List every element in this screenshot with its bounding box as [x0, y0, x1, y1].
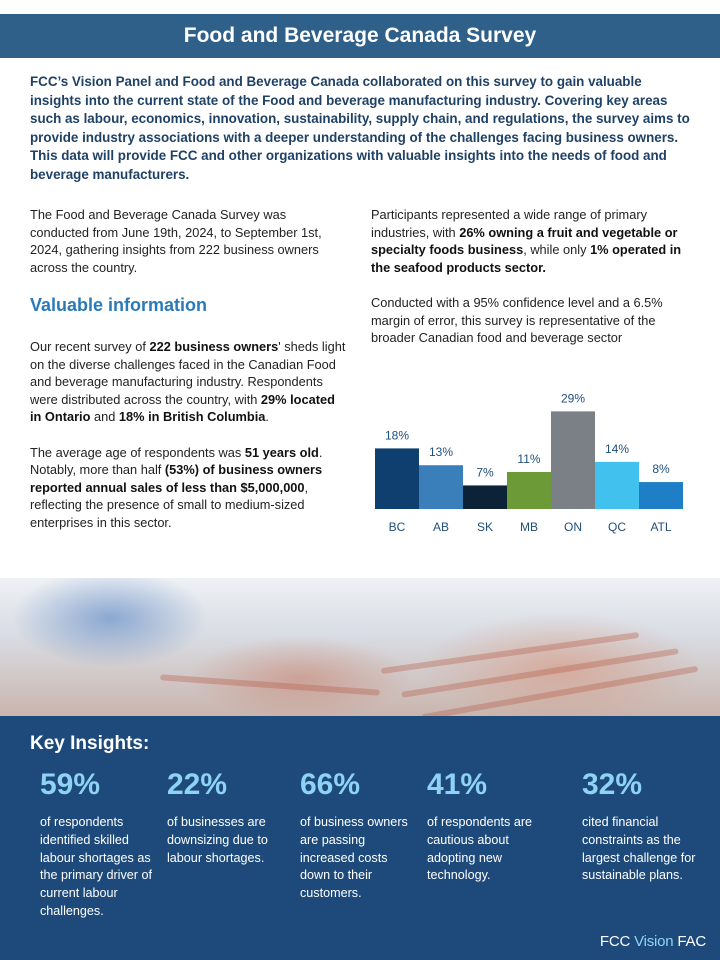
category-label: MB [520, 520, 538, 534]
insight-description: cited financial constraints as the large… [582, 815, 696, 883]
insight-item: 32% cited financial constraints as the l… [582, 768, 698, 885]
category-label: SK [477, 520, 493, 534]
bar-value-label: 14% [605, 442, 629, 456]
bar-sk [463, 485, 507, 509]
insight-description: of businesses are downsizing due to labo… [167, 815, 268, 865]
bar-value-label: 29% [561, 391, 585, 405]
fcc-logo: FCC Vision FAC [599, 933, 706, 950]
category-label: ATL [650, 520, 671, 534]
insight-percentage: 22% [167, 768, 228, 801]
key-insights-title: Key Insights: [30, 733, 150, 754]
key-insights-panel: Key Insights: 59% of respondents identif… [0, 716, 720, 960]
insight-description: of respondents are cautious about adopti… [427, 815, 533, 883]
bar-value-label: 8% [652, 462, 670, 476]
bar-value-label: 18% [385, 428, 409, 442]
category-label: ON [564, 520, 582, 534]
bar-chart-svg: 18% BC 13% AB 7% SK 11% MB 29% ON 14% QC 8% ATL [375, 391, 683, 534]
survey-dates-paragraph: The Food and Beverage Canada Survey was … [30, 207, 322, 275]
insight-percentage: 59% [40, 768, 101, 801]
insight-percentage: 66% [300, 768, 361, 801]
intro-paragraph: FCC’s Vision Panel and Food and Beverage… [30, 74, 690, 182]
insight-description: of respondents identified skilled labour… [40, 815, 152, 918]
bar-value-label: 13% [429, 445, 453, 459]
bar-qc [595, 461, 639, 509]
section-title: Valuable information [30, 294, 208, 315]
food-processing-photo [0, 578, 720, 718]
category-label: BC [389, 520, 406, 534]
insight-percentage: 41% [427, 768, 488, 801]
age-sales-paragraph: The average age of respondents was 51 ye… [30, 444, 323, 530]
bar-bc [375, 448, 419, 509]
insight-item: 59% of respondents identified skilled la… [40, 768, 156, 921]
insight-percentage: 32% [582, 768, 643, 801]
bar-mb [507, 471, 551, 509]
industries-paragraph: Participants represented a wide range of… [371, 207, 682, 275]
respondents-paragraph: Our recent survey of 222 business owners… [30, 338, 346, 425]
bar-value-label: 11% [517, 452, 540, 466]
page-title: Food and Beverage Canada Survey [183, 24, 537, 47]
insight-description: of business owners are passing increased… [300, 815, 408, 901]
insight-item: 41% of respondents are cautious about ad… [427, 768, 549, 885]
page-header: Food and Beverage Canada Survey [0, 14, 720, 58]
left-column: The Food and Beverage Canada Survey was … [30, 206, 348, 549]
insight-item: 66% of business owners are passing incre… [300, 768, 412, 903]
confidence-paragraph: Conducted with a 95% confidence level an… [371, 294, 663, 346]
category-label: AB [433, 520, 449, 534]
category-label: QC [608, 520, 626, 534]
right-column: Participants represented a wide range of… [371, 206, 691, 364]
province-bar-chart: 18% BC 13% AB 7% SK 11% MB 29% ON 14% QC 8% ATL [370, 380, 690, 550]
bar-value-label: 7% [476, 465, 494, 479]
bar-atl [639, 482, 683, 509]
insight-item: 22% of businesses are downsizing due to … [167, 768, 283, 867]
bar-on [551, 411, 595, 509]
bar-ab [419, 465, 463, 509]
